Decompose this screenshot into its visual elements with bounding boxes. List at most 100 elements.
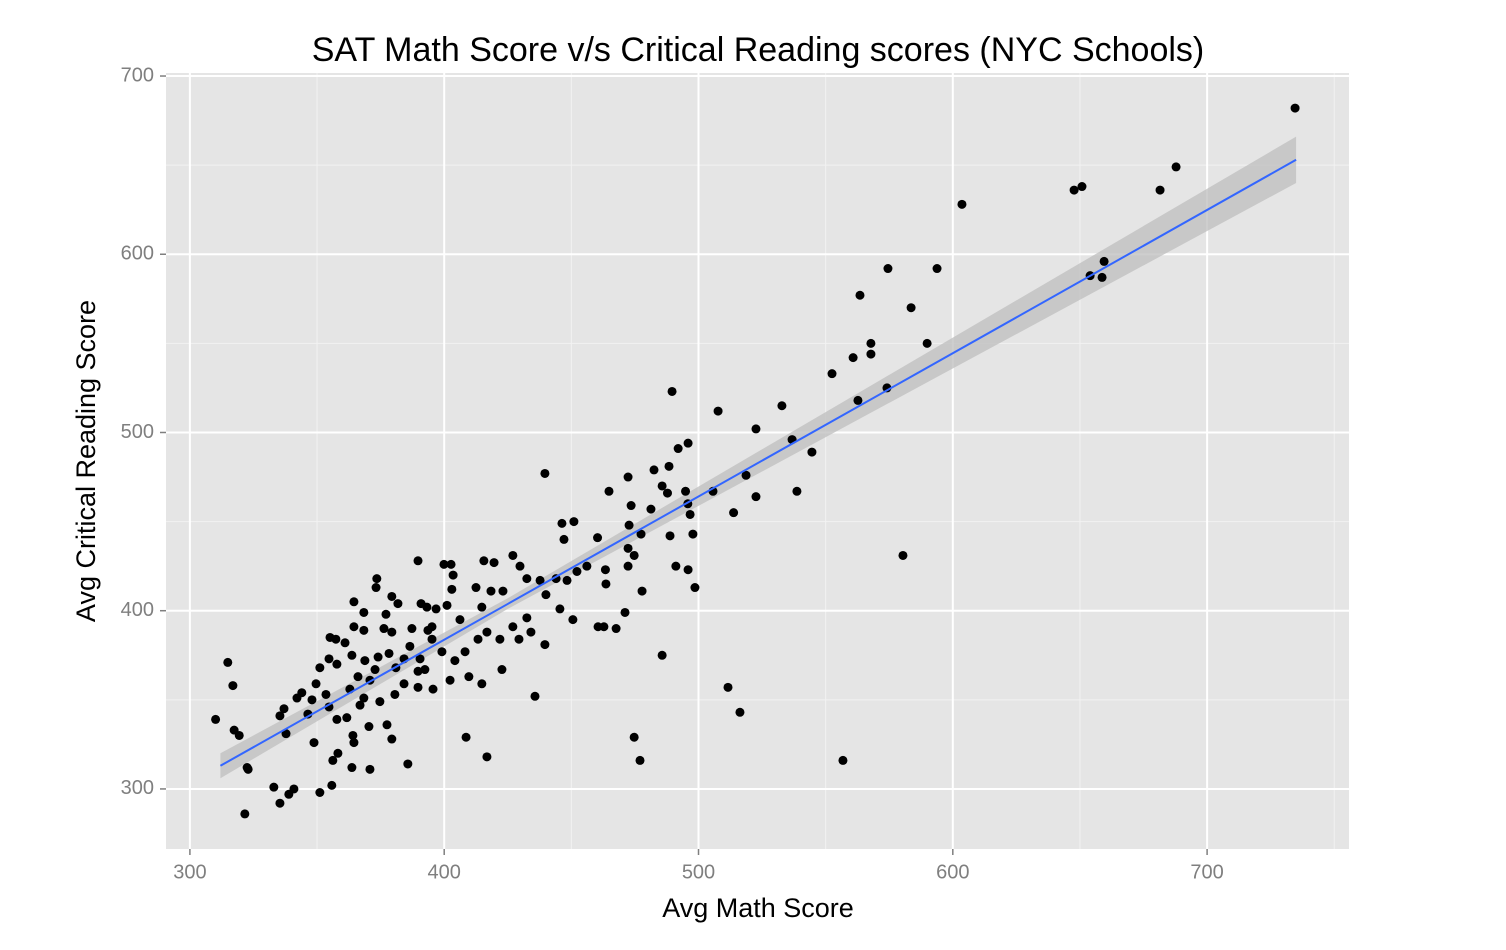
- point: [328, 755, 338, 765]
- point: [379, 624, 389, 634]
- point: [413, 666, 423, 676]
- point: [464, 672, 474, 682]
- point: [223, 657, 233, 667]
- point: [593, 533, 603, 543]
- point: [649, 465, 659, 475]
- point: [688, 529, 698, 539]
- point: [526, 627, 536, 637]
- point: [359, 693, 369, 703]
- point: [1290, 103, 1300, 113]
- point: [623, 561, 633, 571]
- point: [853, 395, 863, 405]
- point: [422, 602, 432, 612]
- point: [347, 650, 357, 660]
- point: [243, 764, 253, 774]
- point: [315, 788, 325, 798]
- point: [349, 738, 359, 748]
- point: [348, 730, 358, 740]
- point: [671, 561, 681, 571]
- point: [922, 338, 932, 348]
- y-tick-label: 600: [121, 243, 154, 265]
- point: [445, 675, 455, 685]
- point: [620, 607, 630, 617]
- point: [522, 574, 532, 584]
- point: [1077, 182, 1087, 192]
- point: [486, 586, 496, 596]
- point: [713, 406, 723, 416]
- point: [439, 559, 449, 569]
- point: [403, 759, 413, 769]
- point: [636, 529, 646, 539]
- point: [582, 561, 592, 571]
- point: [683, 565, 693, 575]
- point: [381, 609, 391, 619]
- point: [382, 720, 392, 730]
- point: [407, 624, 417, 634]
- point: [333, 748, 343, 758]
- point: [289, 784, 299, 794]
- point: [415, 654, 425, 664]
- point: [1097, 272, 1107, 282]
- point: [448, 570, 458, 580]
- point: [624, 520, 634, 530]
- point: [508, 622, 518, 632]
- point: [307, 695, 317, 705]
- point: [535, 575, 545, 585]
- point: [629, 550, 639, 560]
- point: [355, 700, 365, 710]
- point: [681, 486, 691, 496]
- point: [540, 468, 550, 478]
- point: [353, 672, 363, 682]
- point: [1155, 185, 1165, 195]
- point: [455, 615, 465, 625]
- point: [1171, 162, 1181, 172]
- point: [461, 732, 471, 742]
- point: [359, 607, 369, 617]
- point: [777, 401, 787, 411]
- point: [665, 531, 675, 541]
- point: [423, 625, 433, 635]
- point: [600, 565, 610, 575]
- point: [635, 755, 645, 765]
- point: [723, 682, 733, 692]
- point: [428, 684, 438, 694]
- point: [279, 704, 289, 714]
- point: [413, 682, 423, 692]
- point: [405, 641, 415, 651]
- point: [495, 634, 505, 644]
- point: [297, 688, 307, 698]
- point: [604, 486, 614, 496]
- y-axis-title: Avg Critical Reading Score: [71, 300, 101, 622]
- point: [626, 501, 636, 511]
- point: [321, 689, 331, 699]
- point: [827, 369, 837, 379]
- point: [489, 558, 499, 568]
- x-tick-label: 400: [428, 861, 461, 883]
- point: [498, 586, 508, 596]
- point: [848, 353, 858, 363]
- point: [420, 665, 430, 675]
- point: [342, 713, 352, 723]
- point: [324, 654, 334, 664]
- point: [332, 714, 342, 724]
- point: [657, 650, 667, 660]
- point: [332, 659, 342, 669]
- point: [373, 652, 383, 662]
- point: [751, 492, 761, 502]
- point: [530, 691, 540, 701]
- point: [477, 679, 487, 689]
- point: [637, 586, 647, 596]
- point: [325, 632, 335, 642]
- point: [623, 472, 633, 482]
- point: [387, 734, 397, 744]
- point: [460, 647, 470, 657]
- point: [309, 738, 319, 748]
- point: [347, 763, 357, 773]
- point: [657, 481, 667, 491]
- point: [629, 732, 639, 742]
- point: [557, 518, 567, 528]
- point: [315, 663, 325, 673]
- point: [349, 597, 359, 607]
- point: [365, 764, 375, 774]
- point: [471, 583, 481, 593]
